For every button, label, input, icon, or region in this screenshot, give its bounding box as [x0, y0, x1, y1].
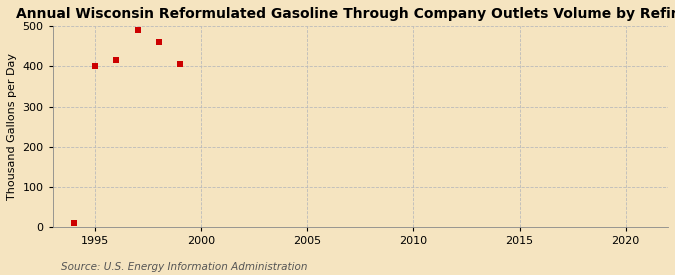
Point — [153, 39, 164, 44]
Point — [175, 62, 186, 66]
Y-axis label: Thousand Gallons per Day: Thousand Gallons per Day — [7, 53, 17, 200]
Title: Annual Wisconsin Reformulated Gasoline Through Company Outlets Volume by Refiner: Annual Wisconsin Reformulated Gasoline T… — [16, 7, 675, 21]
Point — [132, 28, 143, 32]
Point — [90, 64, 101, 68]
Point — [111, 58, 122, 62]
Text: Source: U.S. Energy Information Administration: Source: U.S. Energy Information Administ… — [61, 262, 307, 271]
Point — [68, 221, 79, 225]
